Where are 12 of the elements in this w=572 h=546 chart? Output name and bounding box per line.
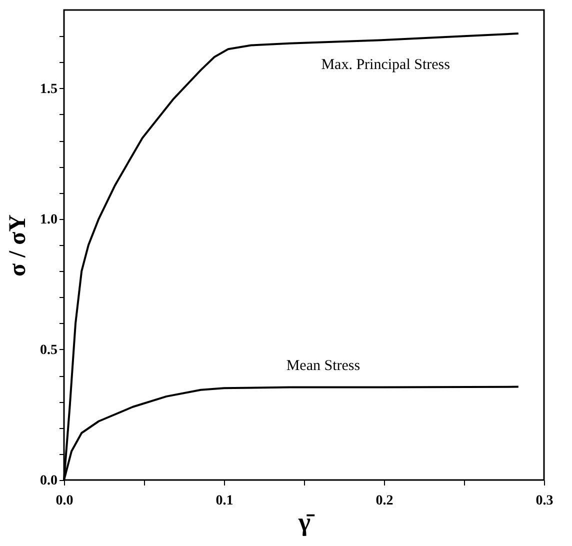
y-axis-title: σ / σY <box>5 214 31 277</box>
x-tick-label: 0.0 <box>56 494 74 508</box>
x-tick-label: 0.3 <box>536 494 554 508</box>
annotation: Mean Stress <box>286 358 360 374</box>
y-tick-label: 1.0 <box>40 212 58 228</box>
x-tick-label: 0.1 <box>216 494 234 508</box>
x-tick-label: 0.2 <box>376 494 394 508</box>
annotation: Max. Principal Stress <box>321 57 450 74</box>
y-tick-label: 1.5 <box>40 82 58 97</box>
y-tick-label: 0.0 <box>40 474 58 488</box>
x-axis-title: γ̄ <box>297 508 315 536</box>
y-tick-label: 0.5 <box>40 342 58 358</box>
